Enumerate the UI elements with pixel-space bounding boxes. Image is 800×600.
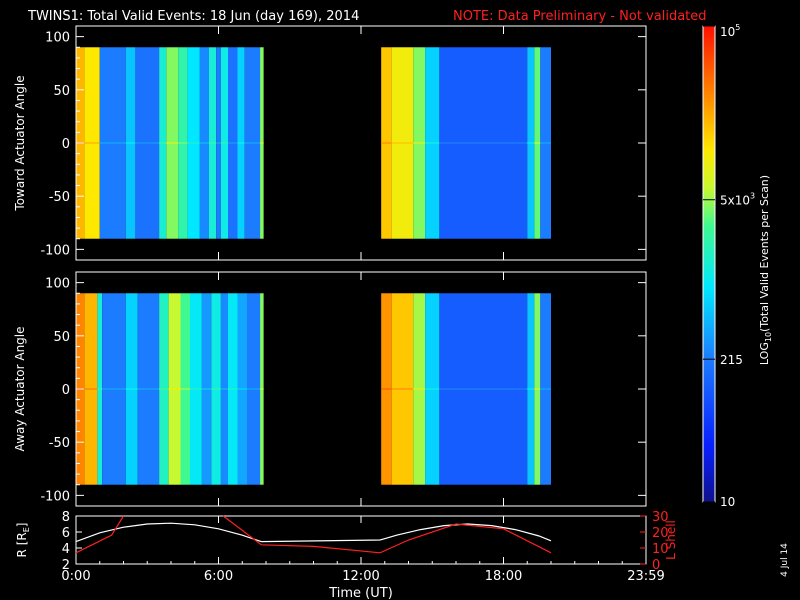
toward-zero-band-24: [540, 142, 551, 144]
toward-heatmap-panel: 100 50 0 -50 -100 Toward Actuator Angle: [13, 25, 647, 261]
toward-zero-band-6: [166, 142, 179, 144]
lshell-ytick-label-1: 20: [652, 526, 669, 541]
radius-ytick-label-0: 8: [62, 510, 70, 525]
away-heatmap-panel: 100 50 0 -50 -100 Away Actuator Angle: [13, 271, 647, 507]
toward-zero-band-15: [244, 142, 261, 144]
away-ytick-label-2: 0: [62, 383, 70, 398]
toward-zero-band-11: [216, 142, 221, 144]
time-xtick-label-3: 18:00: [485, 569, 522, 584]
lshell-ytick-label-2: 10: [652, 542, 669, 557]
orbit-left-ylabel: R [RE]: [15, 523, 31, 558]
away-zero-band-18: [391, 388, 414, 390]
toward-ylabel: Toward Actuator Angle: [13, 75, 27, 211]
away-ytick-label-4: -100: [40, 489, 70, 504]
colorbar-tick-label-1: 5x103: [720, 192, 755, 208]
toward-zero-band-7: [178, 142, 188, 144]
time-xtick-label-1: 6:00: [204, 569, 233, 584]
away-zero-band-9: [190, 388, 202, 390]
toward-ytick-label-4: -100: [40, 243, 70, 258]
lshell-ytick-label-0: 30: [652, 510, 669, 525]
time-xtick-label-0: 0:00: [61, 569, 90, 584]
colorbar-tick-label-0: 105: [720, 23, 740, 39]
away-ytick-label-1: 50: [53, 330, 70, 345]
radius-ytick-label-1: 6: [62, 526, 70, 541]
time-xtick-label-2: 12:00: [342, 569, 379, 584]
toward-zero-band-17: [381, 142, 392, 144]
radius-ytick-label-3: 2: [62, 558, 70, 573]
away-ytick-label-3: -50: [49, 436, 70, 451]
orbit-right-ylabel: L Shell: [664, 520, 678, 560]
away-zero-band-23: [534, 388, 541, 390]
away-zero-band-3: [102, 388, 126, 390]
colorbar-gradient: [702, 25, 716, 503]
lshell-series-line-0: [75, 515, 125, 554]
chart-title: TWINS1: Total Valid Events: 18 Jun (day …: [27, 9, 359, 24]
colorbar-tick-label-3: 10: [720, 495, 735, 509]
toward-zero-band-14: [237, 142, 245, 144]
radius-series-line-0: [75, 522, 552, 543]
away-zero-band-7: [168, 388, 181, 390]
toward-ytick-label-1: 50: [53, 84, 70, 99]
toward-zero-band-21: [439, 142, 528, 144]
colorbar-tick-label-2: 215: [720, 353, 743, 367]
footer-date: 4 Jul 14: [780, 543, 790, 577]
away-zero-band-14: [237, 388, 247, 390]
away-zero-band-4: [125, 388, 138, 390]
away-zero-band-22: [527, 388, 535, 390]
preliminary-note: NOTE: Data Preliminary - Not validated: [453, 9, 707, 24]
lshell-series-line-1: [222, 515, 552, 554]
away-zero-band-6: [159, 388, 169, 390]
colorbar: 105 5x103 215 10 LOG10(Total Valid Events p…: [702, 23, 773, 509]
away-ytick-label-0: 100: [45, 277, 70, 292]
toward-zero-band-10: [209, 142, 217, 144]
toward-zero-band-22: [527, 142, 535, 144]
toward-ytick-label-2: 0: [62, 137, 70, 152]
time-xtick-label-4: 23:59: [627, 569, 664, 584]
toward-zero-band-19: [413, 142, 426, 144]
colorbar-label: LOG10(Total Valid Events per Scan): [758, 175, 773, 365]
toward-zero-band-4: [135, 142, 160, 144]
away-zero-band-2: [97, 388, 103, 390]
toward-zero-band-8: [187, 142, 200, 144]
toward-zero-band-9: [199, 142, 209, 144]
away-zero-band-10: [201, 388, 212, 390]
away-zero-band-16: [260, 388, 264, 390]
away-zero-band-21: [439, 388, 528, 390]
toward-zero-band-23: [534, 142, 541, 144]
away-zero-band-24: [540, 388, 551, 390]
away-zero-band-1: [84, 388, 98, 390]
toward-zero-band-2: [99, 142, 126, 144]
toward-zero-band-16: [260, 142, 264, 144]
toward-zero-band-12: [220, 142, 229, 144]
away-zero-band-12: [220, 388, 229, 390]
radius-ytick-label-2: 4: [62, 542, 70, 557]
lshell-ytick-label-3: 0: [652, 558, 660, 573]
away-ylabel: Away Actuator Angle: [13, 326, 27, 451]
toward-ytick-label-3: -50: [49, 190, 70, 205]
away-zero-band-5: [137, 388, 160, 390]
away-zero-band-15: [247, 388, 261, 390]
toward-zero-band-3: [125, 142, 136, 144]
toward-zero-band-20: [425, 142, 440, 144]
toward-zero-band-5: [159, 142, 167, 144]
toward-zero-band-18: [391, 142, 414, 144]
away-zero-band-11: [211, 388, 221, 390]
time-xlabel: Time (UT): [328, 586, 393, 600]
toward-zero-band-13: [228, 142, 238, 144]
away-zero-band-13: [228, 388, 238, 390]
toward-zero-band-1: [84, 142, 100, 144]
toward-ytick-label-0: 100: [45, 31, 70, 46]
away-zero-band-19: [413, 388, 426, 390]
away-zero-band-8: [180, 388, 190, 390]
away-zero-band-17: [381, 388, 392, 390]
away-zero-band-20: [425, 388, 440, 390]
